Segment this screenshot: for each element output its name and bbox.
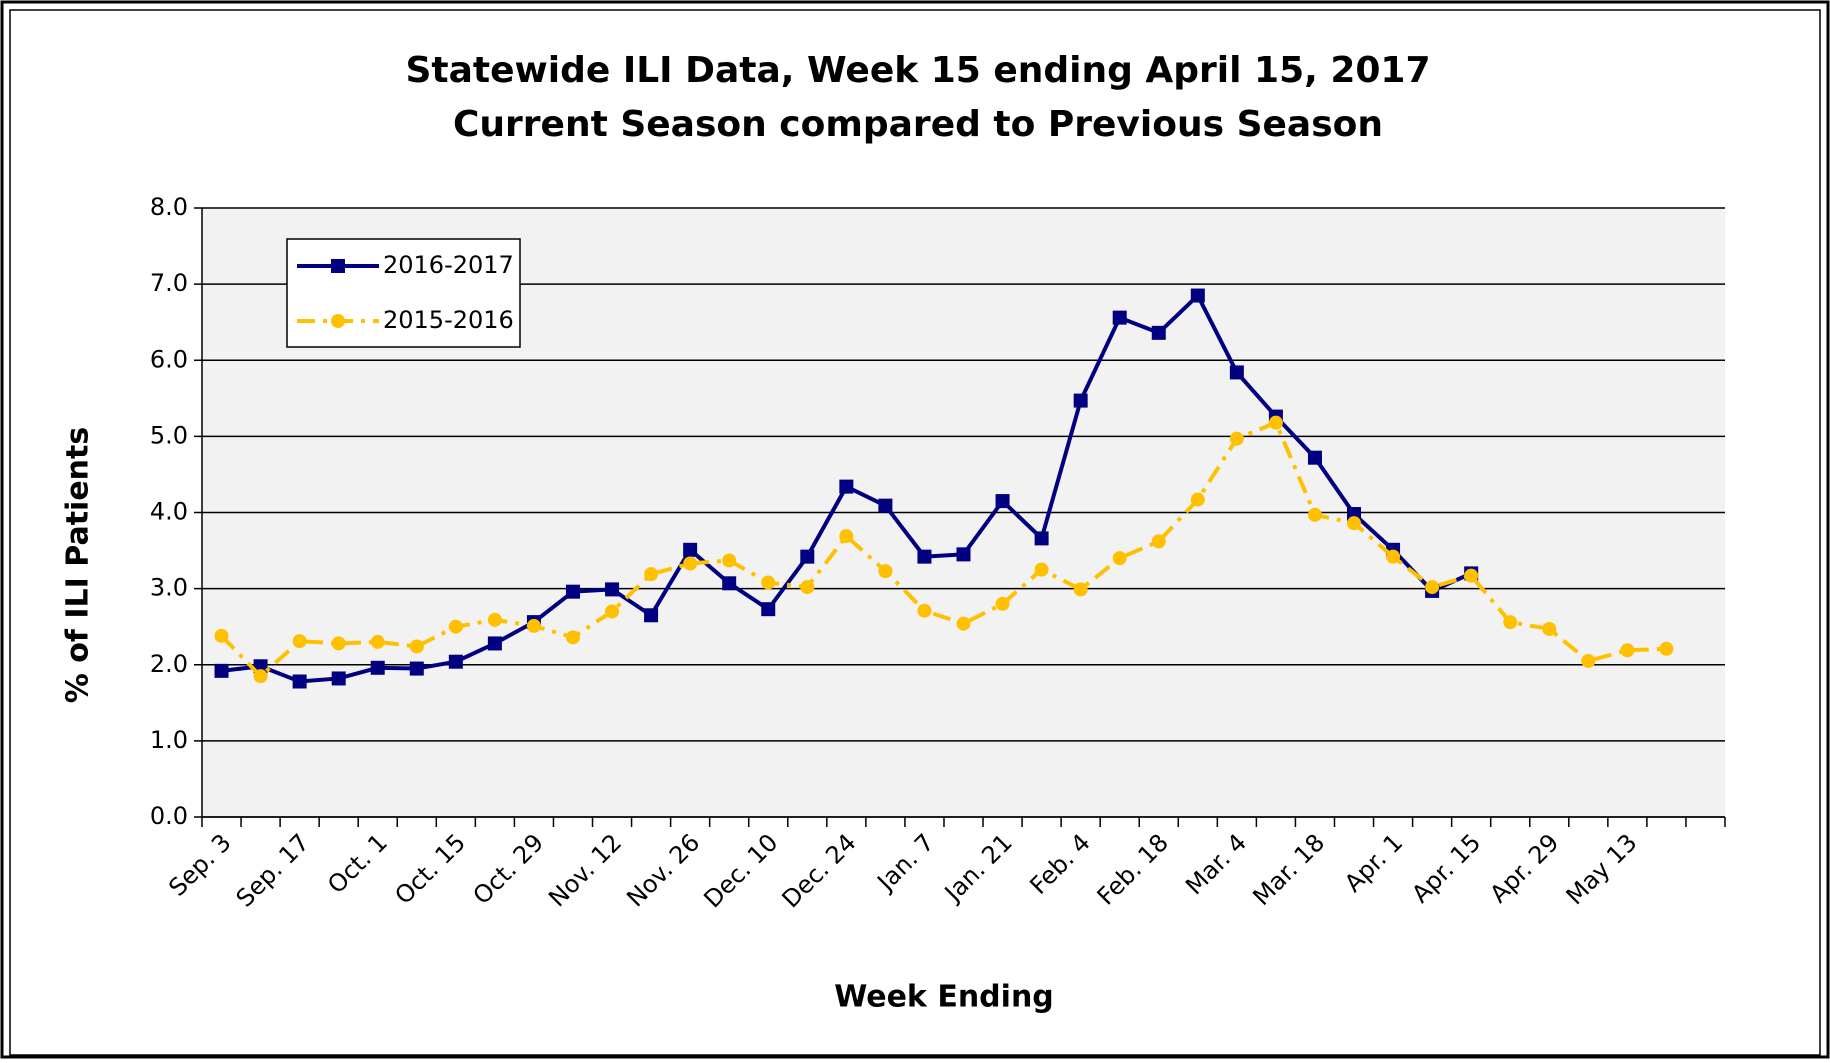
marker	[605, 604, 620, 619]
marker	[800, 580, 815, 595]
marker	[487, 612, 502, 627]
marker	[1307, 507, 1322, 522]
marker	[1542, 621, 1557, 636]
marker	[1190, 492, 1205, 507]
marker	[1425, 580, 1440, 595]
marker	[292, 634, 307, 649]
marker	[292, 674, 307, 689]
marker	[448, 654, 463, 669]
marker	[1229, 431, 1244, 446]
marker	[1659, 641, 1674, 656]
marker	[1151, 534, 1166, 549]
marker	[1620, 643, 1635, 658]
marker	[487, 636, 502, 651]
marker	[1268, 415, 1283, 430]
marker	[331, 636, 346, 651]
marker	[1307, 450, 1322, 465]
y-tick-label: 1.0	[150, 726, 188, 754]
y-tick-label: 4.0	[150, 498, 188, 526]
marker	[917, 603, 932, 618]
marker	[644, 608, 659, 623]
marker	[956, 547, 971, 562]
marker	[409, 661, 424, 676]
marker	[683, 556, 698, 571]
marker	[839, 479, 854, 494]
y-axis-label: % of ILI Patients	[61, 427, 96, 703]
marker	[683, 542, 698, 557]
legend-box	[286, 238, 521, 348]
legend-marker	[331, 314, 345, 328]
marker	[1464, 568, 1479, 583]
x-axis-label: Week Ending	[834, 980, 1054, 1015]
marker	[722, 553, 737, 568]
marker	[370, 660, 385, 675]
marker	[1347, 516, 1362, 531]
frame-inner	[9, 9, 1821, 1056]
marker	[644, 567, 659, 582]
marker	[995, 494, 1010, 509]
marker	[917, 549, 932, 564]
marker	[565, 630, 580, 645]
marker	[800, 549, 815, 564]
y-tick-label: 8.0	[150, 193, 188, 221]
legend-label: 2015-2016	[383, 306, 514, 334]
y-tick-label: 6.0	[150, 345, 188, 373]
y-tick-label: 0.0	[150, 802, 188, 830]
y-tick-label: 5.0	[150, 421, 188, 449]
marker	[1034, 562, 1049, 577]
marker	[839, 529, 854, 544]
marker	[761, 602, 776, 617]
y-tick-label: 2.0	[150, 650, 188, 678]
marker	[1034, 531, 1049, 546]
marker	[1386, 549, 1401, 564]
marker	[1073, 393, 1088, 408]
marker	[1190, 288, 1205, 303]
marker	[1112, 551, 1127, 566]
legend-label: 2016-2017	[383, 251, 514, 279]
marker	[1073, 582, 1088, 597]
marker	[956, 616, 971, 631]
marker	[448, 619, 463, 634]
legend-marker	[331, 259, 345, 273]
marker	[1112, 310, 1127, 325]
y-tick-label: 3.0	[150, 574, 188, 602]
marker	[214, 628, 229, 643]
marker	[761, 575, 776, 590]
chart-title: Statewide ILI Data, Week 15 ending April…	[405, 50, 1430, 91]
marker	[253, 669, 268, 684]
marker	[565, 584, 580, 599]
marker	[1503, 615, 1518, 630]
marker	[1151, 325, 1166, 340]
y-tick-label: 7.0	[150, 269, 188, 297]
marker	[1229, 365, 1244, 380]
marker	[995, 596, 1010, 611]
chart-subtitle: Current Season compared to Previous Seas…	[453, 104, 1383, 145]
marker	[878, 498, 893, 513]
marker	[878, 564, 893, 579]
marker	[409, 639, 424, 654]
marker	[370, 634, 385, 649]
marker	[214, 663, 229, 678]
marker	[331, 671, 346, 686]
marker	[605, 582, 620, 597]
marker	[722, 576, 737, 591]
marker	[526, 618, 541, 633]
marker	[1581, 653, 1596, 668]
